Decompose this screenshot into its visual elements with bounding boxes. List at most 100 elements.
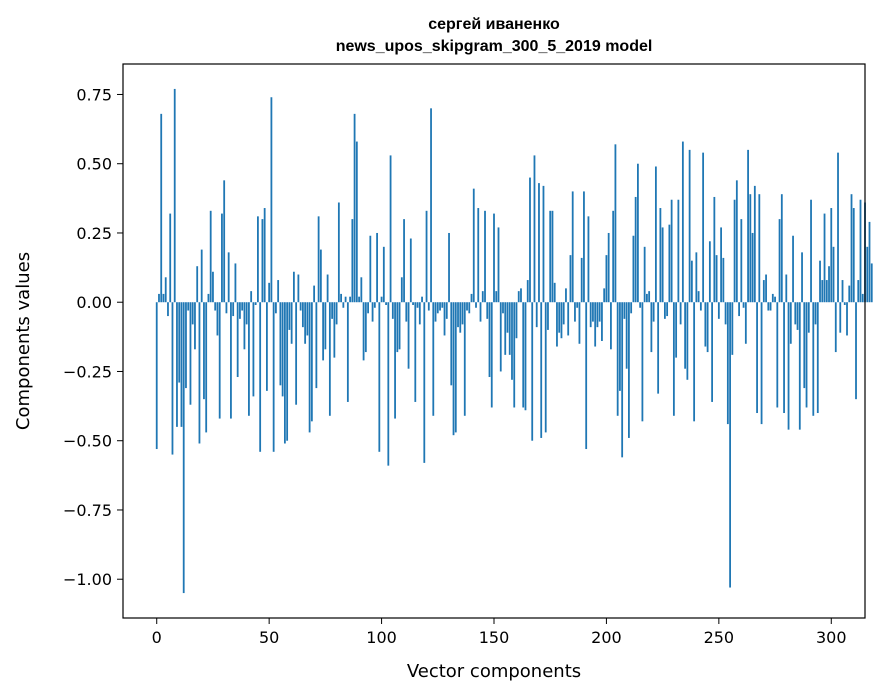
bar [832,246,835,303]
bar [846,302,848,336]
bar [592,302,594,322]
bar [538,183,540,303]
bar [681,141,684,303]
bar [328,302,331,416]
bar [715,255,718,303]
bar [326,274,329,303]
bar [342,302,345,308]
bar [461,302,464,325]
bar [571,191,574,303]
bar [506,302,509,333]
bar [641,302,644,422]
bar [807,302,810,333]
bar [738,302,740,317]
bar [416,302,419,308]
bar [468,302,471,314]
bar [277,280,280,303]
bar [837,152,839,303]
bar [666,302,669,317]
bar [861,293,864,303]
bar [288,302,291,330]
bar [699,302,702,311]
bar [601,302,603,341]
bar [558,302,561,333]
bar [230,302,232,419]
bar [450,302,453,386]
bar [542,185,545,303]
bar [380,296,383,303]
bar [266,302,268,391]
bar [711,302,713,402]
bar [668,224,671,303]
bar [207,293,210,303]
bar [825,280,828,303]
bar [382,246,385,303]
bar [778,219,781,303]
bar [812,302,815,416]
bar [432,302,435,416]
bar [324,302,327,350]
x-tick-label: 150 [479,628,510,647]
bar [529,177,531,303]
bar [762,280,765,303]
bar [612,210,615,303]
bar [396,302,399,353]
bar [751,232,754,303]
bar [279,302,282,386]
bar [351,219,354,303]
bar [810,199,812,303]
bar [630,302,633,314]
bar [821,280,824,303]
bar [774,296,776,303]
bar [587,216,590,303]
bar [657,302,660,394]
bar [200,249,203,303]
chart-title: сергей иваненко [428,16,560,33]
bar [868,221,871,303]
bar [198,302,201,444]
bar [245,302,248,325]
bar [243,302,246,350]
bar [526,280,529,303]
bar [580,257,583,303]
bar [308,302,311,433]
x-tick-label: 250 [704,628,735,647]
bar [857,280,860,303]
bar [306,302,309,336]
bar [562,302,565,325]
bar [398,302,401,350]
bar [702,152,705,303]
bar [182,302,185,594]
bar [191,302,194,325]
bar [540,302,543,438]
bar [254,302,257,305]
bar [349,296,351,303]
bar [479,302,482,322]
bar [693,302,696,422]
bar [297,274,300,303]
bar [769,302,772,311]
bar [621,302,624,458]
bar [679,302,682,325]
bar [315,302,318,389]
bar [263,208,266,303]
bar [187,302,190,311]
bar [283,302,286,444]
bar [304,302,307,344]
bar [268,282,271,303]
bar [362,302,365,361]
bar [578,302,581,344]
bar [270,97,273,303]
bar [726,302,729,425]
bar [490,302,493,408]
bar [531,302,534,441]
bar [355,141,358,303]
bar [724,302,727,325]
bar [520,288,522,303]
bar [499,302,502,372]
bar [567,302,570,336]
bar [493,213,495,303]
bar [162,293,165,303]
bar [661,227,664,303]
bar [259,302,262,452]
